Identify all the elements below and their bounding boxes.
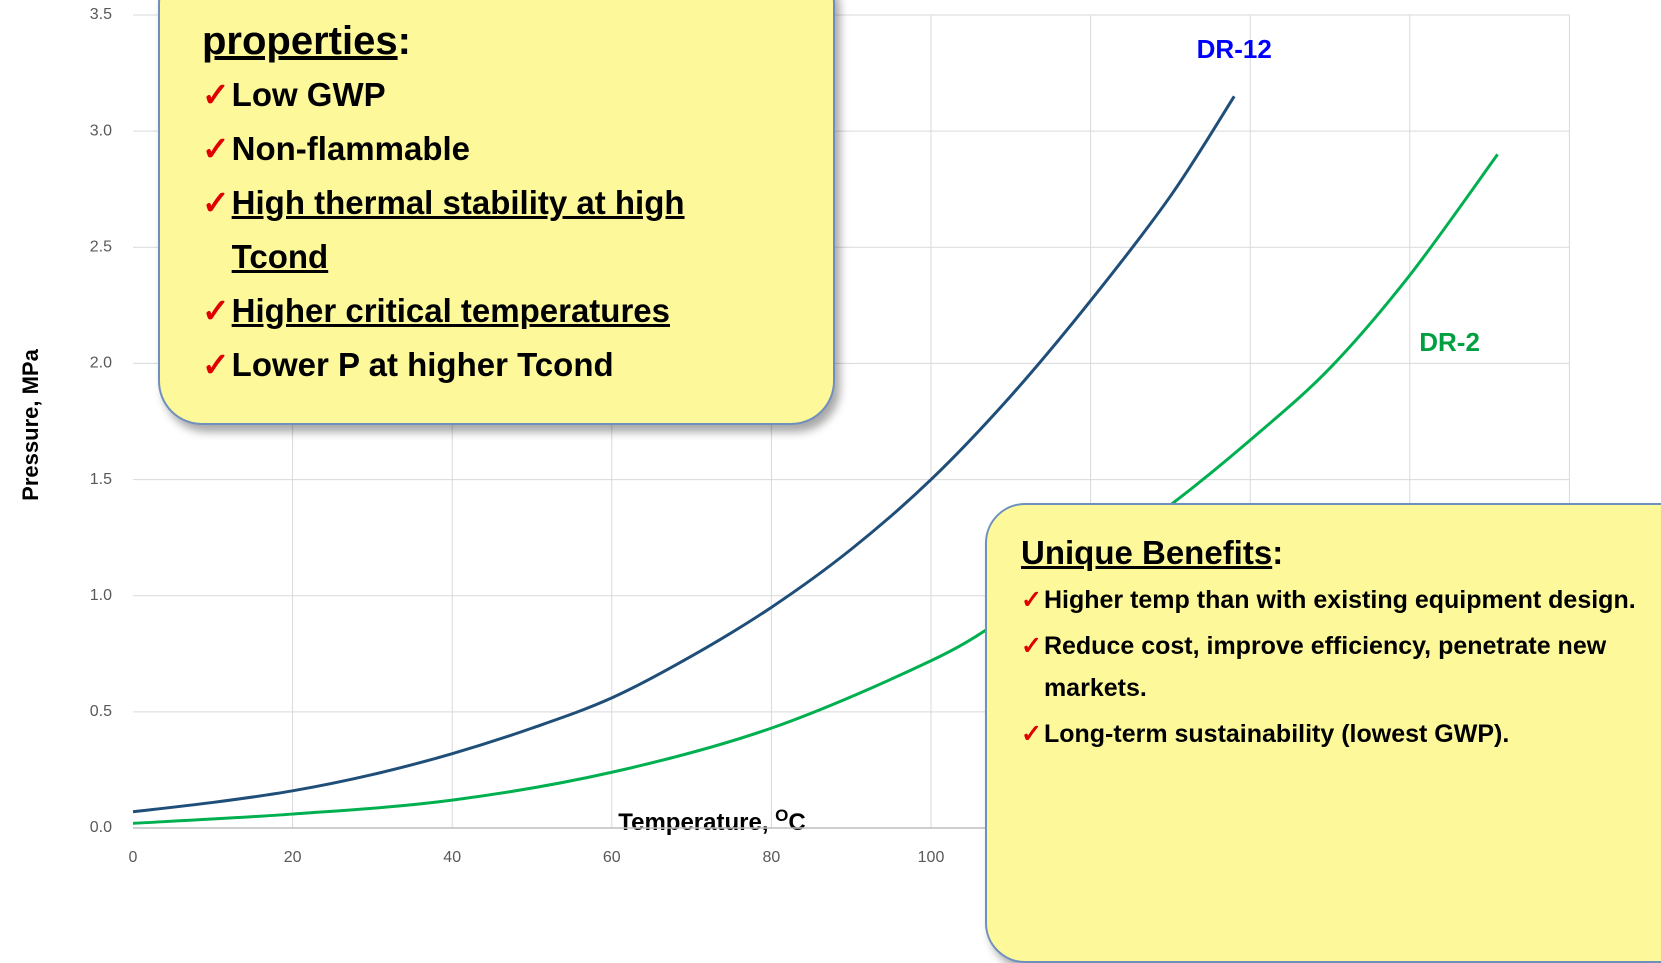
check-icon: ✓	[1021, 720, 1042, 748]
callout-heading: properties:	[202, 14, 793, 68]
y-tick-label: 1.0	[90, 587, 112, 604]
callout-item-text: Low GWP	[231, 76, 386, 113]
x-axis-title-sup: O	[775, 806, 788, 825]
callout-box: properties: ✓ Low GWP ✓ Non-flammable ✓ High t…	[158, 0, 835, 425]
y-tick-label: 1.5	[90, 471, 112, 488]
callout-item: ✓ Higher critical temperatures	[202, 284, 762, 338]
callout-item-text: Higher critical temperatures	[231, 292, 670, 329]
x-axis-title-unit: C	[788, 809, 805, 836]
callout-heading-text: properties	[202, 19, 398, 63]
y-tick-label: 2.5	[90, 239, 112, 256]
series-label: DR-12	[1197, 34, 1272, 64]
callout-box: Unique Benefits: ✓ Higher temp than with e…	[985, 503, 1661, 963]
x-axis-title: Temperature, OC	[618, 806, 806, 836]
check-icon: ✓	[1021, 632, 1042, 660]
callout-heading: Unique Benefits:	[1021, 527, 1661, 579]
callout-item-text: Non-flammable	[231, 130, 471, 167]
callout-item: ✓ High thermal stability at high Tcond	[202, 176, 762, 284]
check-icon: ✓	[202, 346, 230, 383]
y-tick-label: 0.5	[90, 703, 112, 720]
x-tick-label: 20	[284, 849, 302, 866]
callout-item: ✓ Low GWP	[202, 68, 762, 122]
series-label: DR-2	[1419, 327, 1480, 357]
callout-heading-text: Unique Benefits	[1021, 534, 1273, 571]
y-tick-label: 3.0	[90, 122, 112, 139]
callout-item: ✓ Long-term sustainability (lowest GWP).	[1021, 713, 1661, 755]
check-icon: ✓	[202, 292, 230, 329]
check-icon: ✓	[202, 184, 230, 221]
x-axis-title-text: Temperature,	[618, 809, 775, 836]
callout-item: ✓ Higher temp than with existing equipmen…	[1021, 579, 1661, 621]
callout-heading-suffix: :	[397, 19, 411, 63]
callout-item-text: Long-term sustainability (lowest GWP).	[1043, 720, 1510, 748]
x-tick-label: 0	[129, 849, 138, 866]
callout-item-text: High thermal stability at high Tcond	[231, 184, 685, 275]
series-line	[132, 95, 1236, 814]
x-tick-label: 60	[603, 849, 621, 866]
x-tick-label: 80	[763, 849, 781, 866]
callout-item: ✓ Reduce cost, improve efficiency, penetr…	[1021, 625, 1661, 709]
check-icon: ✓	[202, 76, 230, 113]
callout-item-text: Reduce cost, improve efficiency, penetra…	[1043, 632, 1607, 702]
check-icon: ✓	[1021, 586, 1042, 614]
y-tick-label: 3.5	[90, 6, 112, 23]
callout-item: ✓ Non-flammable	[202, 122, 762, 176]
callout-item-text: Lower P at higher Tcond	[231, 346, 614, 383]
x-tick-label: 40	[443, 849, 461, 866]
page: Pressure, MPa Temperature, OC 0.0 0.5 1.0 1…	[17, 0, 1661, 963]
y-tick-label: 2.0	[90, 355, 112, 372]
callout-item: ✓ Lower P at higher Tcond	[202, 338, 762, 392]
callout-heading-suffix: :	[1272, 534, 1284, 571]
check-icon: ✓	[202, 130, 230, 167]
callout-item-text: Higher temp than with existing equipment…	[1043, 586, 1636, 614]
x-tick-label: 100	[918, 849, 945, 866]
y-tick-label: 0.0	[90, 819, 112, 836]
y-axis-title: Pressure, MPa	[18, 348, 43, 500]
